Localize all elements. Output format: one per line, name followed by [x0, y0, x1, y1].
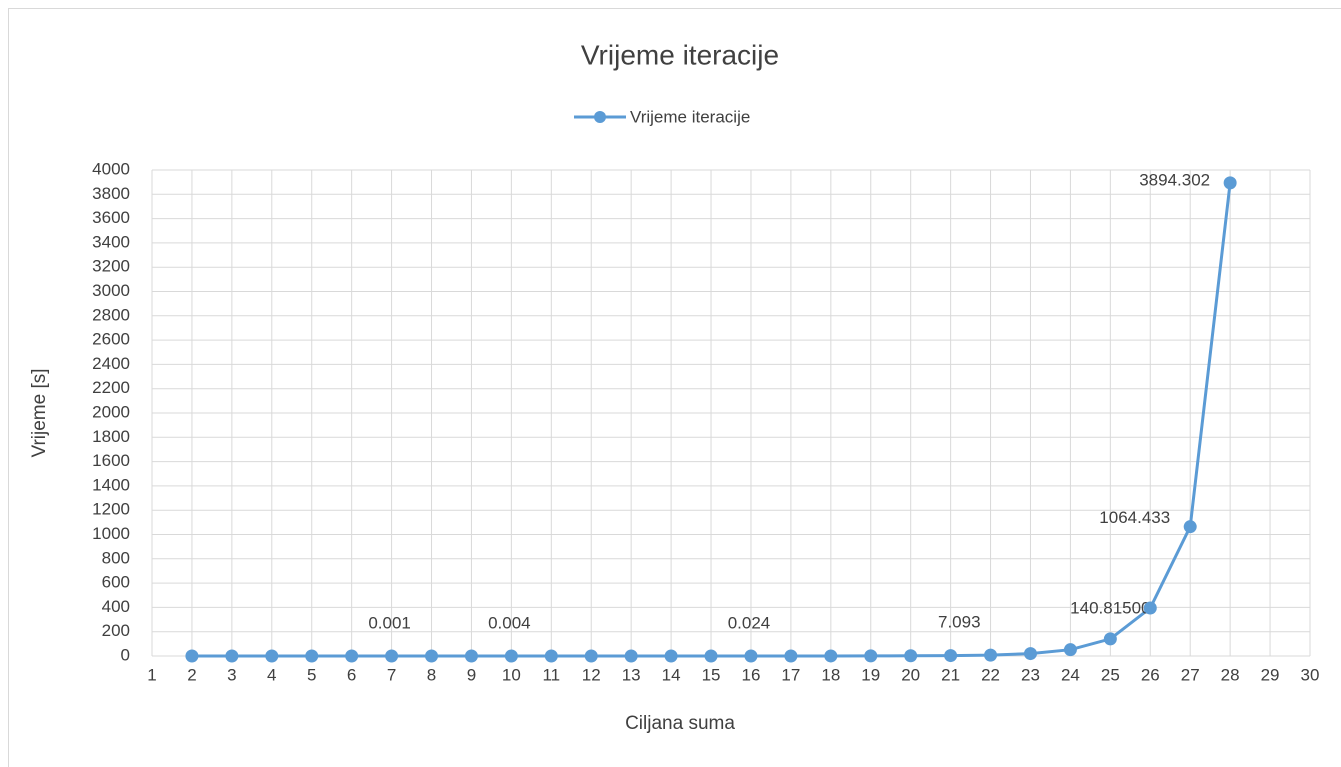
- data-point: [744, 649, 758, 663]
- data-point: [944, 649, 958, 663]
- x-tick-label: 27: [1181, 665, 1200, 684]
- y-tick-label: 1800: [92, 427, 130, 446]
- legend-marker: [594, 111, 606, 123]
- data-point: [1183, 520, 1197, 534]
- y-tick-label: 3200: [92, 257, 130, 276]
- x-tick-label: 14: [662, 665, 681, 684]
- y-tick-label: 800: [102, 548, 130, 567]
- y-axis-label: Vrijeme [s]: [29, 368, 50, 457]
- y-tick-label: 0: [121, 645, 130, 664]
- x-tick-label: 12: [582, 665, 601, 684]
- x-tick-label: 24: [1061, 665, 1080, 684]
- y-tick-label: 2600: [92, 330, 130, 349]
- y-tick-label: 200: [102, 621, 130, 640]
- y-tick-label: 4000: [92, 159, 130, 178]
- data-point: [584, 649, 598, 663]
- data-point: [664, 649, 678, 663]
- data-point: [1143, 601, 1157, 615]
- x-tick-label: 7: [387, 665, 396, 684]
- x-tick-label: 15: [702, 665, 721, 684]
- data-point: [1063, 643, 1077, 657]
- x-tick-label: 25: [1101, 665, 1120, 684]
- data-label: 1064.433: [1099, 508, 1170, 527]
- x-tick-label: 22: [981, 665, 1000, 684]
- x-tick-label: 21: [941, 665, 960, 684]
- x-axis-label: Ciljana suma: [625, 713, 735, 734]
- data-point: [225, 649, 239, 663]
- x-tick-label: 2: [187, 665, 196, 684]
- x-tick-label: 30: [1301, 665, 1320, 684]
- data-point: [704, 649, 718, 663]
- data-point: [265, 649, 279, 663]
- x-tick-label: 28: [1221, 665, 1240, 684]
- x-tick-label: 13: [622, 665, 641, 684]
- y-tick-label: 3000: [92, 281, 130, 300]
- y-tick-label: 400: [102, 597, 130, 616]
- x-tick-label: 20: [901, 665, 920, 684]
- x-tick-label: 10: [502, 665, 521, 684]
- data-label: 0.001: [368, 613, 411, 632]
- x-tick-label: 9: [467, 665, 476, 684]
- x-tick-label: 4: [267, 665, 276, 684]
- data-point: [1223, 176, 1237, 190]
- x-tick-label: 8: [427, 665, 436, 684]
- legend-label: Vrijeme iteracije: [630, 107, 750, 126]
- data-point: [385, 649, 399, 663]
- y-tick-label: 3600: [92, 208, 130, 227]
- data-point: [824, 649, 838, 663]
- data-point: [904, 649, 918, 663]
- y-tick-label: 1400: [92, 475, 130, 494]
- y-tick-label: 1600: [92, 451, 130, 470]
- data-point: [464, 649, 478, 663]
- x-tick-label: 18: [821, 665, 840, 684]
- x-tick-label: 3: [227, 665, 236, 684]
- data-point: [864, 649, 878, 663]
- y-tick-label: 1200: [92, 500, 130, 519]
- chart-title: Vrijeme iteracije: [581, 39, 779, 70]
- data-point: [1023, 647, 1037, 661]
- x-tick-label: 1: [147, 665, 156, 684]
- data-point: [425, 649, 439, 663]
- x-tick-label: 6: [347, 665, 356, 684]
- x-tick-label: 16: [742, 665, 761, 684]
- x-tick-label: 23: [1021, 665, 1040, 684]
- y-tick-label: 2000: [92, 402, 130, 421]
- data-label: 140.81500: [1070, 598, 1150, 617]
- data-label: 0.024: [728, 613, 771, 632]
- data-point: [544, 649, 558, 663]
- data-point: [185, 649, 199, 663]
- data-label: 7.093: [938, 613, 981, 632]
- y-tick-label: 2800: [92, 305, 130, 324]
- x-tick-label: 19: [861, 665, 880, 684]
- x-tick-label: 5: [307, 665, 316, 684]
- x-tick-label: 29: [1261, 665, 1280, 684]
- y-tick-label: 2200: [92, 378, 130, 397]
- data-point: [984, 648, 998, 662]
- x-tick-label: 17: [781, 665, 800, 684]
- data-point: [624, 649, 638, 663]
- y-tick-label: 1000: [92, 524, 130, 543]
- data-point: [784, 649, 798, 663]
- x-tick-label: 26: [1141, 665, 1160, 684]
- y-tick-label: 2400: [92, 354, 130, 373]
- data-point: [504, 649, 518, 663]
- data-label: 3894.302: [1139, 170, 1210, 189]
- data-point: [305, 649, 319, 663]
- x-tick-label: 11: [542, 665, 560, 684]
- data-label: 0.004: [488, 613, 531, 632]
- y-tick-label: 3400: [92, 232, 130, 251]
- y-tick-label: 3800: [92, 184, 130, 203]
- chart-frame: [8, 8, 1341, 767]
- data-point: [1103, 632, 1117, 646]
- data-point: [345, 649, 359, 663]
- y-tick-label: 600: [102, 573, 130, 592]
